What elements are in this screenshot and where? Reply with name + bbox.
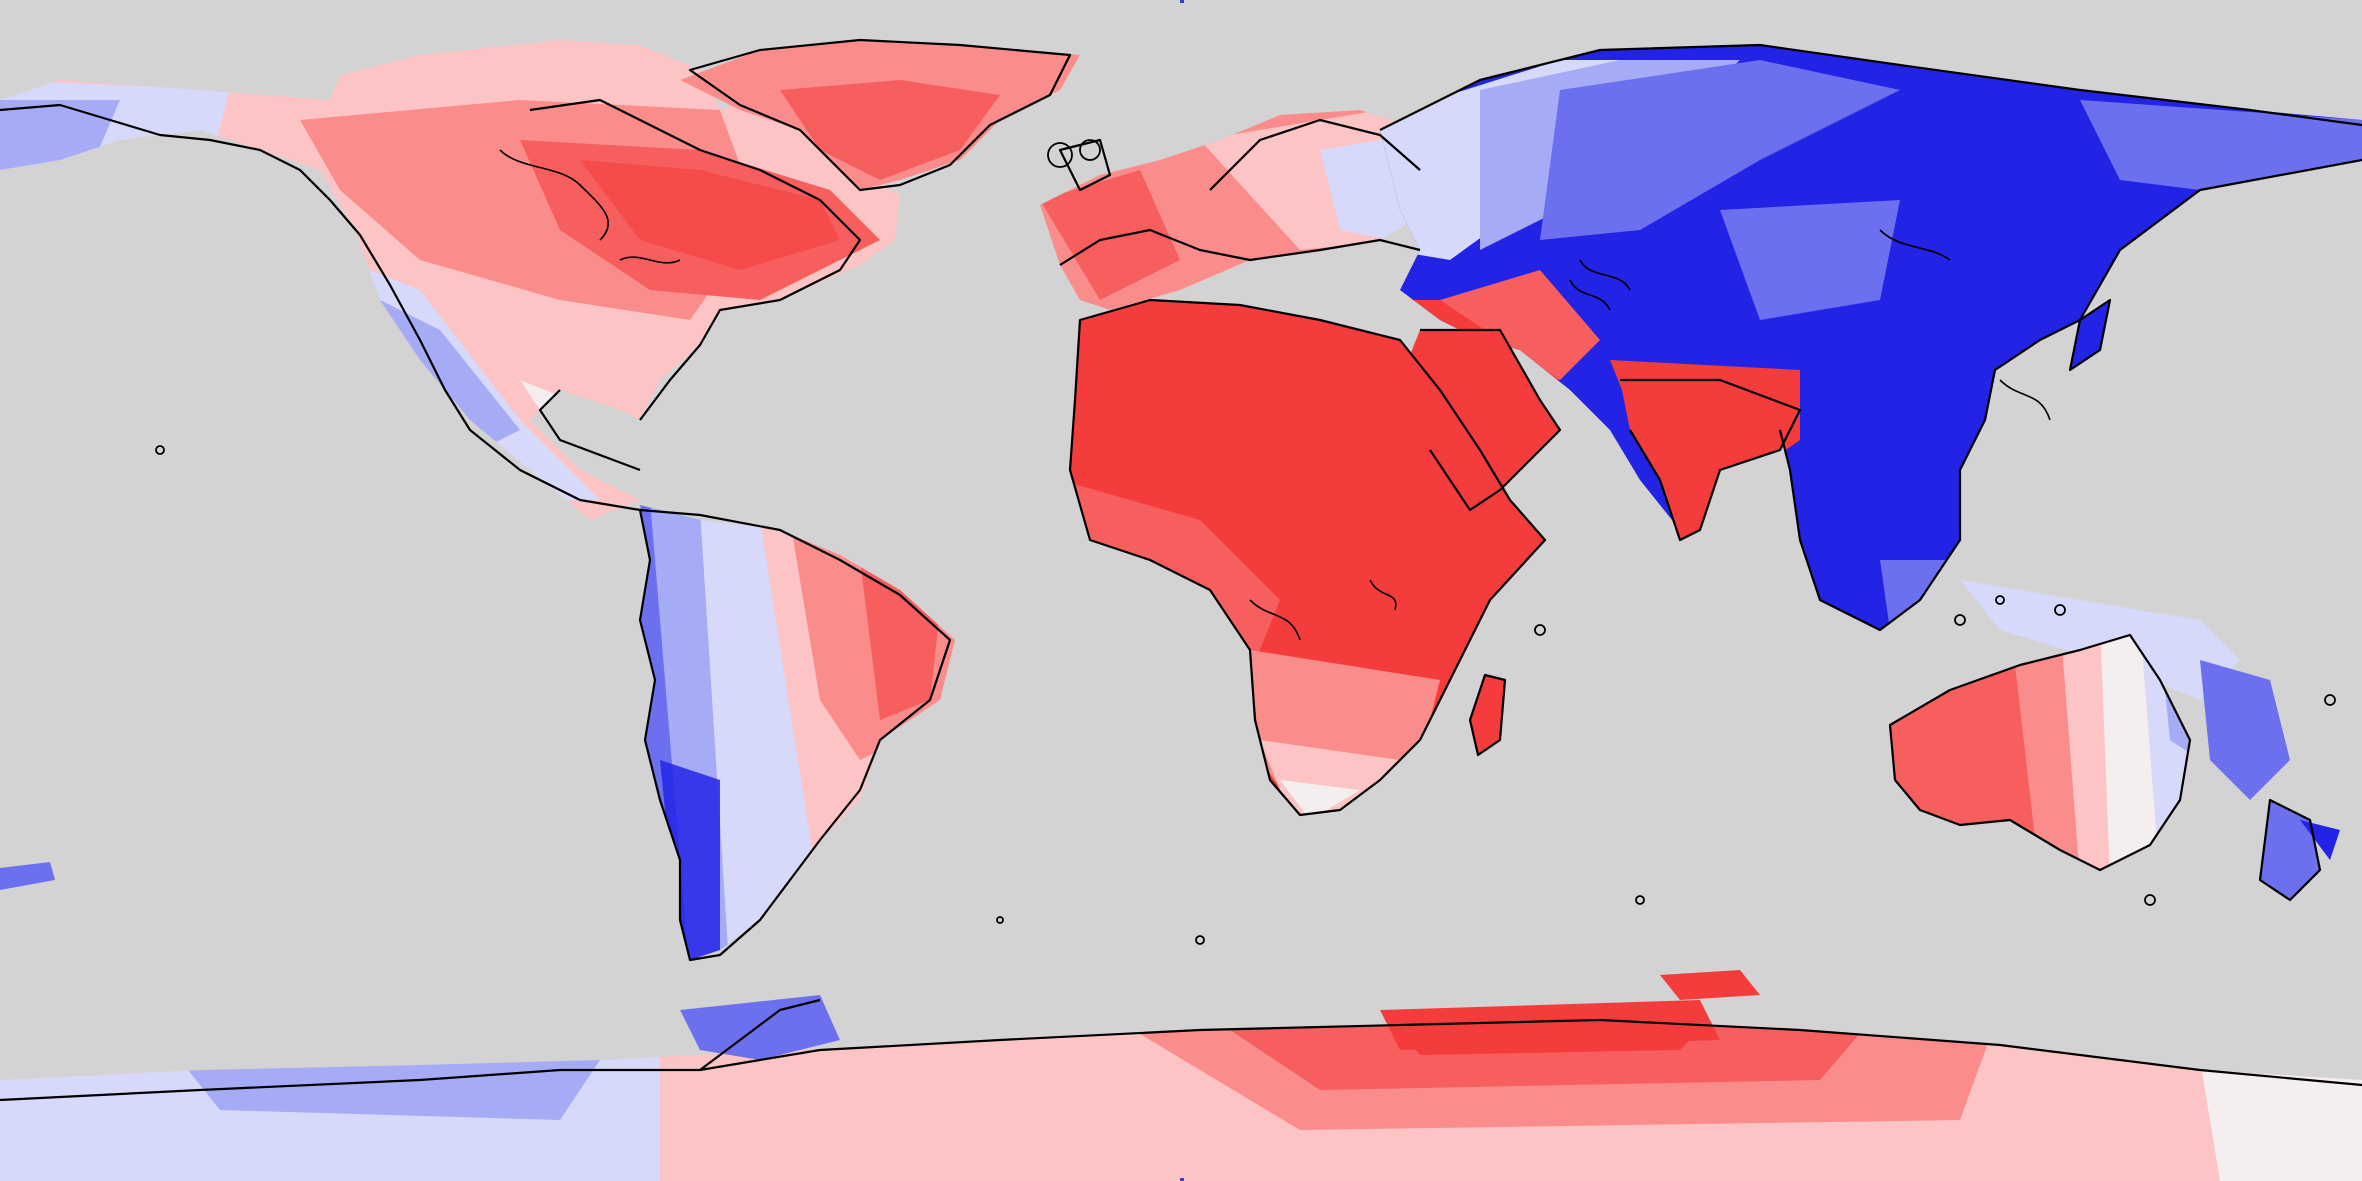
coastlines xyxy=(0,38,2362,1102)
inland-water xyxy=(499,149,2051,641)
map-top-marker xyxy=(1180,0,1184,3)
east-antarctica-strong xyxy=(1380,1000,1720,1050)
maritime-asia-field xyxy=(1960,580,2240,700)
islands xyxy=(155,139,2336,945)
north-america-field xyxy=(0,40,900,520)
india-field xyxy=(1620,380,1800,540)
new-zealand-strong xyxy=(2300,820,2340,860)
japan-field xyxy=(2070,300,2110,370)
antarctica-field xyxy=(0,1020,2362,1181)
antarctic-peninsula-field xyxy=(680,995,840,1060)
southern-island-field xyxy=(1660,970,1760,1000)
map-bottom-marker xyxy=(1180,1178,1184,1181)
pacific-edge-field xyxy=(0,862,55,890)
pacific-field xyxy=(2200,660,2290,800)
